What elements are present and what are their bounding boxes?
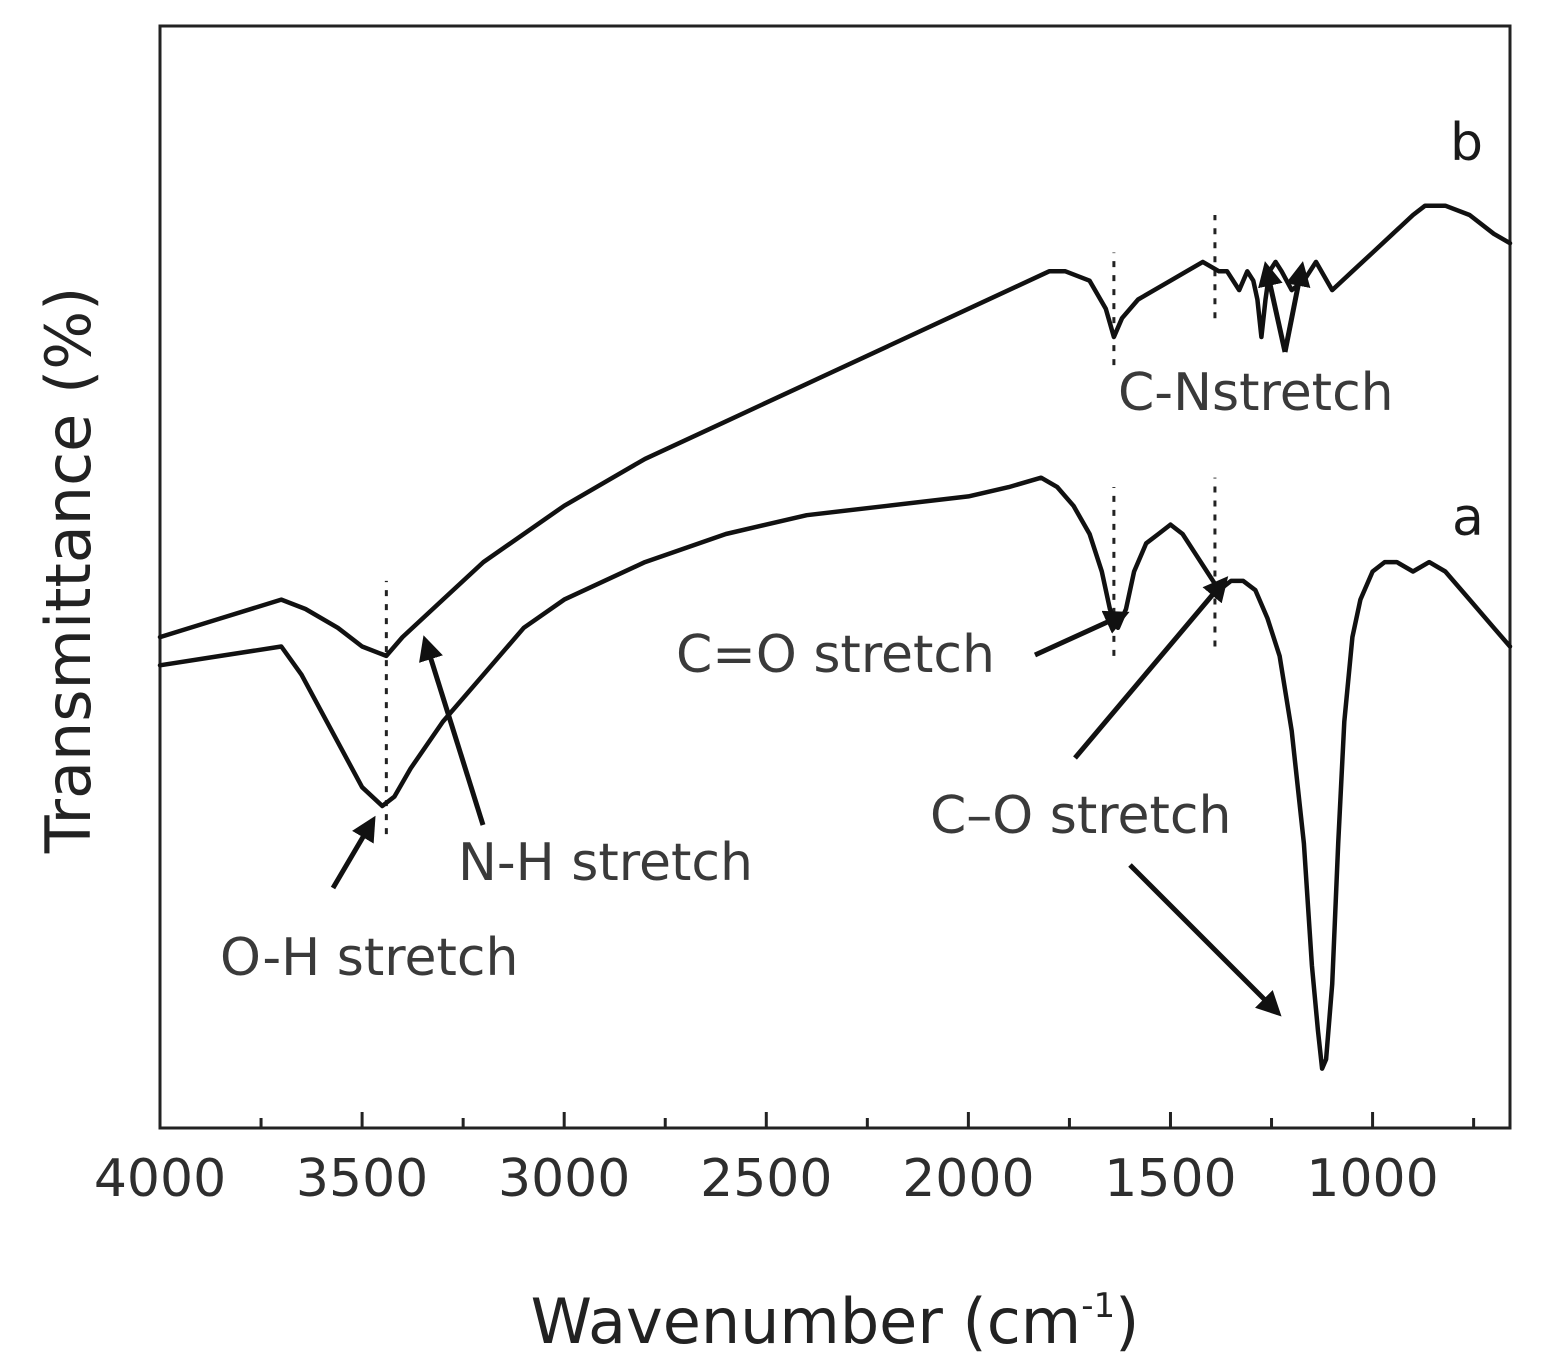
co-double-arrow (1033, 610, 1130, 658)
oh-stretch-label: O-H stretch (220, 928, 518, 988)
series-line-a (157, 475, 1513, 1071)
x-tick-label: 1500 (1104, 1149, 1236, 1209)
x-tick-label: 3000 (498, 1149, 630, 1209)
x-tick-label: 1000 (1306, 1149, 1438, 1209)
series-line-b (157, 203, 1513, 659)
oh-arrow (330, 815, 376, 890)
x-tick-label: 2500 (700, 1149, 832, 1209)
x-tick-label: 4000 (94, 1149, 226, 1209)
nh-arrow (419, 635, 486, 826)
cn-stretch-label: C-Nstretch (1118, 363, 1394, 423)
series-layer (157, 203, 1513, 1071)
co-single-stretch-label: C–O stretch (930, 786, 1231, 846)
series-label-a: a (1452, 488, 1484, 548)
co-double-stretch-label: C=O stretch (676, 625, 995, 685)
cn-arrow-left (1258, 261, 1288, 353)
nh-stretch-label: N-H stretch (458, 833, 753, 893)
x-axis-ticks (158, 1112, 1476, 1128)
y-axis-title: Transmittance (%) (32, 287, 105, 855)
co-single-arrow-down (1128, 863, 1282, 1017)
x-tick-label: 3500 (296, 1149, 428, 1209)
x-tick-label: 2000 (902, 1149, 1034, 1209)
plot-frame (158, 24, 1512, 1130)
x-axis-title: Wavenumber (cm-1) (531, 1285, 1140, 1358)
co-single-arrow-up (1073, 576, 1229, 760)
series-label-b: b (1450, 113, 1483, 173)
annotation-arrows (330, 261, 1311, 1017)
cn-arrow-right (1282, 261, 1311, 353)
x-axis-tick-labels: 4000 3500 3000 2500 2000 1500 1000 (94, 1149, 1439, 1209)
